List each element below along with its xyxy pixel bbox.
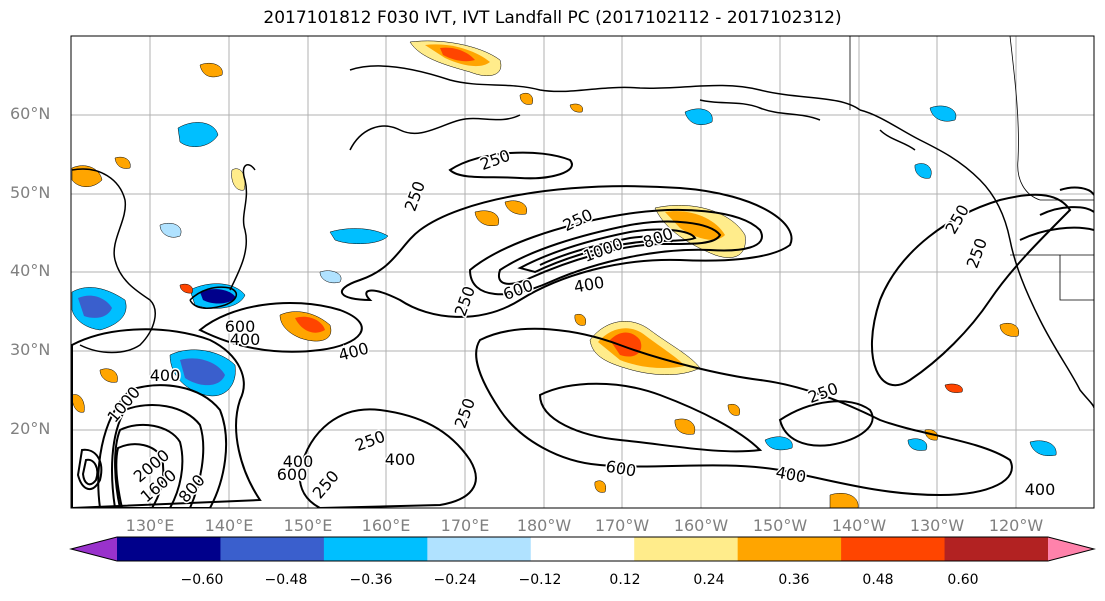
lat-label: 40°N (10, 261, 51, 280)
contour-label: 600 (277, 465, 308, 484)
colorbar-segment (737, 537, 842, 561)
lat-label: 20°N (10, 419, 51, 438)
colorbar (69, 536, 1096, 562)
colorbar-tick-label: 0.12 (609, 572, 641, 588)
colorbar-segment (117, 537, 221, 561)
lon-label: 170°E (440, 516, 490, 535)
colorbar-tick-label: −0.12 (518, 572, 562, 588)
lon-label: 140°E (204, 516, 254, 535)
colorbar-tick-label: −0.24 (433, 572, 477, 588)
colorbar-tick-label: 0.36 (778, 572, 810, 588)
lat-label: 30°N (10, 340, 51, 359)
lon-label: 120°W (988, 516, 1044, 535)
colorbar-outline (69, 536, 1096, 562)
ivt-contours (71, 151, 1094, 508)
contour-label: 400 (385, 450, 416, 469)
lon-label: 160°W (673, 516, 729, 535)
lon-label: 170°W (594, 516, 650, 535)
colorbar-tick-label: −0.36 (349, 572, 393, 588)
lon-label: 140°W (831, 516, 887, 535)
lon-label: 130°E (125, 516, 175, 535)
map-frame (70, 35, 1095, 509)
borders (849, 36, 1094, 301)
coastlines (71, 65, 1094, 409)
colorbar-segment (427, 537, 532, 561)
lon-label: 150°E (283, 516, 333, 535)
lat-label: 50°N (10, 183, 51, 202)
lon-label: 130°W (909, 516, 965, 535)
contour-label: 400 (283, 452, 314, 471)
colorbar-segment (841, 537, 946, 561)
lon-label: 180°W (516, 516, 572, 535)
colorbar-tick-label: 0.24 (693, 572, 725, 588)
colorbar-extend-max (1048, 537, 1094, 561)
colorbar-tick-label: 0.48 (862, 572, 894, 588)
graticule (71, 36, 1094, 508)
colorbar-segment (944, 537, 1049, 561)
contour-label: 400 (1025, 480, 1056, 499)
lon-label: 150°W (752, 516, 808, 535)
colorbar-segment (634, 537, 739, 561)
contour-label: 400 (150, 366, 181, 385)
contour-label: 400 (230, 330, 261, 349)
colorbar-tick-label: 0.60 (947, 572, 979, 588)
colorbar-tick-label: −0.48 (264, 572, 308, 588)
colorbar-segment (530, 537, 635, 561)
contour-label: 600 (225, 317, 256, 336)
map-title: 2017101812 F030 IVT, IVT Landfall PC (20… (263, 8, 842, 28)
colorbar-tick-label: −0.60 (180, 572, 224, 588)
colorbar-extend-min (71, 537, 117, 561)
colorbar-segment (220, 537, 325, 561)
lat-label: 60°N (10, 104, 51, 123)
lon-label: 160°E (361, 516, 411, 535)
colorbar-segment (323, 537, 428, 561)
